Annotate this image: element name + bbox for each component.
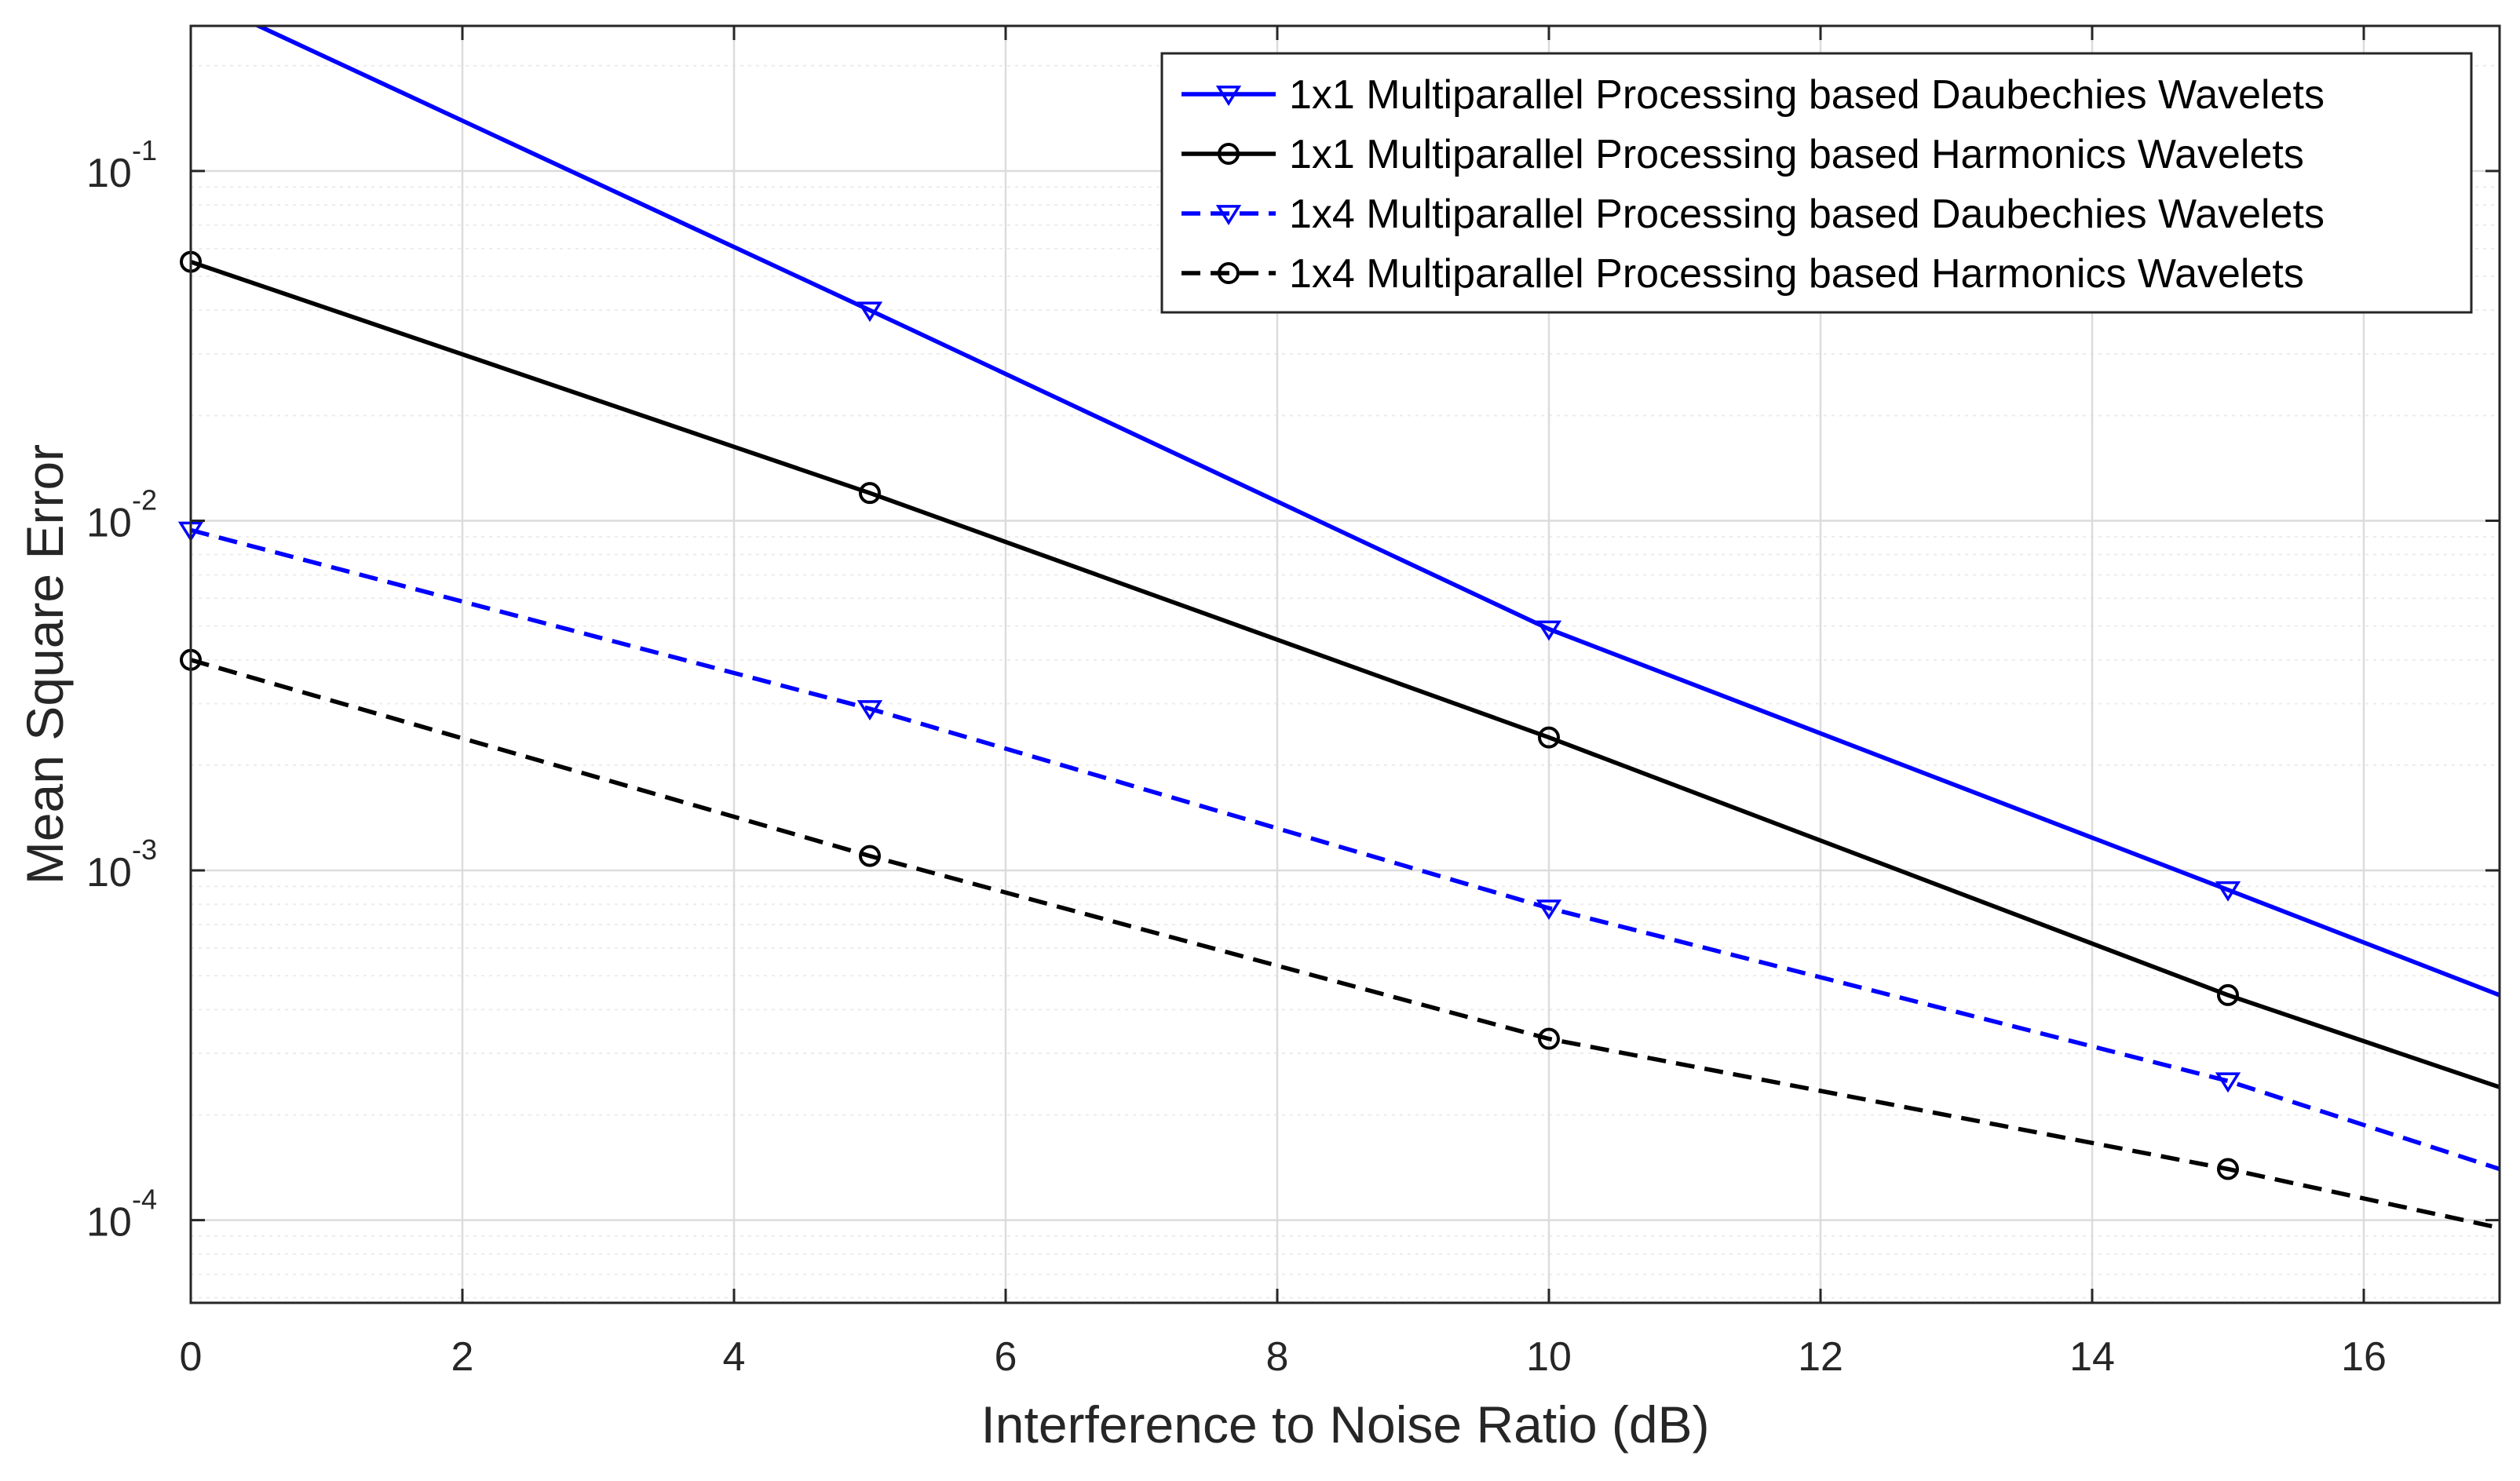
x-tick-label: 16 — [2341, 1334, 2387, 1380]
series-4-marker — [1538, 1027, 1560, 1050]
legend-marker-4 — [1218, 262, 1240, 284]
y-tick-label: 10 — [86, 500, 132, 545]
legend-label-3: 1x4 Multiparallel Processing based Daube… — [1289, 192, 2325, 237]
series-2-marker — [2217, 983, 2239, 1006]
x-tick-label: 4 — [723, 1334, 746, 1380]
x-tick-label: 0 — [180, 1334, 203, 1380]
y-axis-title: Mean Square Error — [16, 444, 74, 885]
series-line-3 — [191, 527, 2500, 1172]
series-line-4 — [191, 658, 2500, 1231]
grid — [189, 26, 2500, 1303]
y-tick-exponent: -2 — [132, 483, 157, 516]
y-tick-exponent: -1 — [132, 134, 157, 166]
x-tick-label: 6 — [995, 1334, 1017, 1380]
x-tick-label: 8 — [1266, 1334, 1289, 1380]
y-tick-label: 10 — [86, 850, 132, 896]
legend-marker-2 — [1218, 143, 1240, 165]
series-3-marker — [2215, 1072, 2241, 1093]
x-tick-label: 14 — [2069, 1334, 2115, 1380]
legend-marker-3 — [1215, 205, 1242, 226]
x-tick-label: 12 — [1798, 1334, 1843, 1380]
legend: 1x1 Multiparallel Processing based Daube… — [1160, 52, 2473, 314]
series-2-marker — [859, 482, 881, 505]
series-lines — [191, 26, 2500, 1231]
series-1-marker — [1536, 620, 1562, 641]
series-line-1 — [253, 26, 2500, 998]
x-tick-label: 2 — [451, 1334, 474, 1380]
axes-box — [189, 24, 2501, 1304]
y-tick-label: 10 — [86, 151, 132, 196]
series-1-marker — [2215, 881, 2241, 902]
series-3-marker — [856, 700, 883, 721]
series-line-2 — [191, 259, 2500, 1089]
series-1-marker — [856, 301, 883, 323]
series-4-marker — [2217, 1158, 2239, 1180]
x-tick-label: 10 — [1526, 1334, 1572, 1380]
x-axis-title: Interference to Noise Ratio (dB) — [981, 1395, 1709, 1454]
series-markers — [177, 250, 2241, 1180]
legend-box — [1160, 52, 2473, 314]
legend-label-4: 1x4 Multiparallel Processing based Harmo… — [1289, 251, 2304, 297]
series-2-marker — [1538, 726, 1560, 749]
y-tick-exponent: -3 — [132, 834, 157, 866]
series-4-marker — [859, 844, 881, 867]
legend-label-1: 1x1 Multiparallel Processing based Daube… — [1289, 72, 2325, 118]
legend-label-2: 1x1 Multiparallel Processing based Harmo… — [1289, 132, 2304, 177]
legend-marker-1 — [1215, 86, 1242, 107]
series-3-marker — [1536, 899, 1562, 921]
y-tick-label: 10 — [86, 1200, 132, 1246]
y-tick-exponent: -4 — [132, 1184, 157, 1216]
